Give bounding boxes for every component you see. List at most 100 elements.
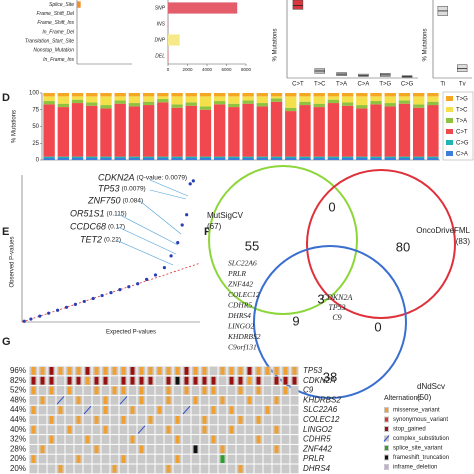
point bbox=[118, 288, 122, 292]
cell-background bbox=[191, 425, 200, 435]
cell-background bbox=[101, 454, 110, 464]
cell-background bbox=[83, 454, 92, 464]
point bbox=[100, 293, 104, 298]
frequency-label: 96% bbox=[10, 366, 26, 375]
cell-mark bbox=[193, 376, 198, 385]
bar-segment bbox=[213, 156, 226, 158]
cell-background bbox=[263, 395, 272, 405]
cell-background bbox=[191, 464, 200, 474]
point bbox=[109, 291, 113, 295]
cell-mark bbox=[238, 367, 243, 375]
cell-background bbox=[128, 395, 137, 405]
q-value-label: (0.0079) bbox=[122, 186, 146, 193]
cell-mark bbox=[193, 367, 198, 375]
cell-mark bbox=[139, 386, 144, 395]
bar-segment bbox=[57, 157, 70, 160]
cell-background bbox=[83, 386, 92, 395]
cell-background bbox=[263, 415, 272, 425]
bar-segment bbox=[128, 156, 141, 158]
cell-background bbox=[74, 435, 83, 444]
point bbox=[91, 296, 95, 301]
cell-mark bbox=[175, 435, 180, 444]
cell-mark bbox=[175, 455, 180, 463]
cell-background bbox=[92, 405, 101, 415]
point bbox=[169, 254, 173, 258]
cell-background bbox=[191, 386, 200, 395]
cell-background bbox=[56, 435, 65, 444]
bar-segment bbox=[228, 157, 240, 160]
bar-segment bbox=[114, 100, 126, 104]
cell-background bbox=[227, 454, 236, 464]
cell-background bbox=[65, 395, 74, 405]
gene-label: TP53 bbox=[98, 183, 120, 193]
cell-mark bbox=[103, 406, 108, 414]
annotation-arrows bbox=[115, 179, 189, 266]
cell-background bbox=[272, 435, 281, 444]
legend-swatch bbox=[446, 107, 453, 112]
cell-mark bbox=[238, 386, 243, 395]
x-axis-label: Expected P-values bbox=[106, 330, 156, 336]
cell-mark bbox=[94, 445, 99, 454]
cell-background bbox=[191, 405, 200, 415]
cell-background bbox=[137, 405, 146, 415]
bar-segment bbox=[43, 96, 55, 102]
cell-background bbox=[218, 415, 227, 425]
point bbox=[127, 285, 131, 289]
cell-background bbox=[155, 464, 164, 474]
cell-background bbox=[74, 425, 83, 435]
cell-mark bbox=[85, 367, 90, 375]
x-tick-label: 4000 bbox=[202, 67, 213, 72]
cell-background bbox=[110, 376, 119, 386]
cell-background bbox=[200, 464, 209, 474]
cell-background bbox=[74, 405, 83, 415]
cell-background bbox=[263, 464, 272, 474]
cell-background bbox=[236, 454, 245, 464]
bar-segment bbox=[285, 111, 297, 157]
cell-background bbox=[110, 405, 119, 415]
cell-mark bbox=[83, 405, 92, 415]
bar-segment bbox=[299, 93, 311, 97]
bar-segment bbox=[128, 103, 141, 107]
cell-background bbox=[146, 435, 155, 444]
bar-segment bbox=[171, 156, 183, 158]
bar-segment bbox=[100, 108, 112, 157]
bar-segment bbox=[86, 157, 98, 160]
x-tick-label: T>G bbox=[379, 82, 391, 88]
cell-mark bbox=[76, 416, 81, 424]
bar-segment bbox=[142, 157, 155, 160]
cell-background bbox=[245, 425, 254, 435]
frequency-label: 28% bbox=[10, 444, 26, 453]
frequency-label: 52% bbox=[10, 386, 26, 395]
bar-segment bbox=[313, 156, 325, 158]
bar-segment bbox=[299, 105, 311, 157]
bar-segment bbox=[370, 96, 382, 102]
x-tick-label: T>A bbox=[336, 82, 347, 88]
cell-background bbox=[101, 444, 110, 454]
bar-segment bbox=[384, 96, 396, 104]
y-tick-label: 75 bbox=[32, 107, 39, 113]
legend-swatch bbox=[446, 151, 453, 156]
cell-mark bbox=[166, 386, 171, 395]
cell-mark bbox=[148, 367, 153, 375]
cell-background bbox=[209, 395, 218, 405]
cell-mark bbox=[85, 435, 90, 444]
cell-mark bbox=[112, 465, 117, 473]
bar-segment bbox=[427, 156, 439, 158]
y-tick-label: 25 bbox=[32, 141, 39, 147]
bar-segment bbox=[370, 101, 382, 105]
arrow bbox=[117, 213, 179, 246]
cell-background bbox=[137, 464, 146, 474]
cell-background bbox=[29, 464, 38, 474]
bar bbox=[168, 2, 238, 14]
bar-segment bbox=[341, 102, 354, 106]
cell-background bbox=[209, 444, 218, 454]
cell-background bbox=[245, 454, 254, 464]
bar-segment bbox=[199, 156, 212, 158]
gene-label: CCDC68 bbox=[70, 221, 106, 231]
bar-segment bbox=[313, 96, 325, 104]
cell-mark bbox=[220, 367, 225, 375]
x-tick-label: 8000 bbox=[241, 67, 252, 72]
cell-background bbox=[47, 395, 56, 405]
bar-segment bbox=[242, 103, 254, 157]
cell-background bbox=[182, 464, 191, 474]
